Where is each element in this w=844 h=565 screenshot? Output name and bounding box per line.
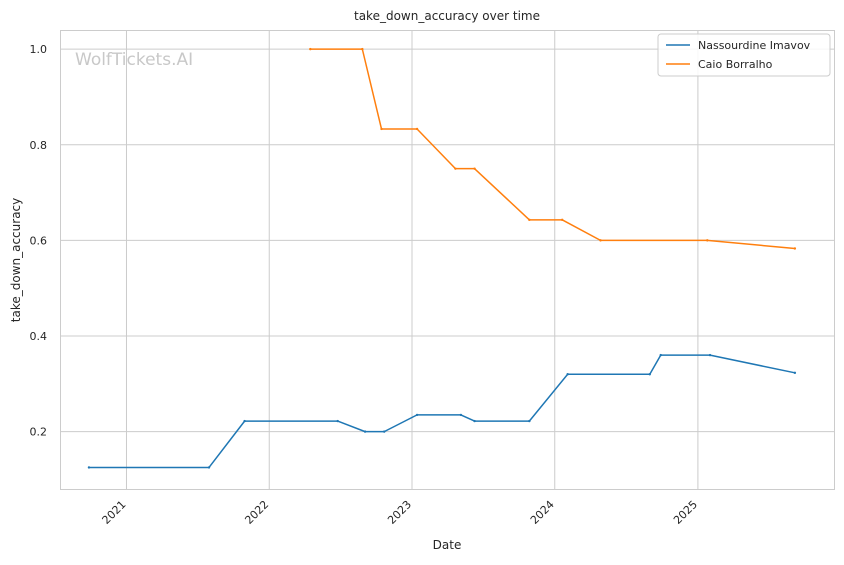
y-axis-label: take_down_accuracy (9, 198, 23, 322)
data-point-nassourdine-imavov (459, 413, 463, 417)
data-point-nassourdine-imavov (708, 353, 712, 357)
data-point-caio-borralho (361, 47, 364, 51)
data-point-caio-borralho (309, 47, 312, 51)
y-tick-label: 0.2 (30, 426, 48, 439)
data-point-caio-borralho (560, 218, 564, 222)
data-point-nassourdine-imavov (415, 413, 419, 417)
data-point-nassourdine-imavov (383, 430, 386, 433)
x-tick-label: 2025 (671, 498, 700, 527)
legend-label-caio-borralho: Caio Borralho (698, 58, 773, 71)
data-point-nassourdine-imavov (207, 466, 211, 469)
data-point-nassourdine-imavov (566, 373, 569, 376)
data-point-nassourdine-imavov (648, 373, 651, 376)
data-point-nassourdine-imavov (87, 466, 91, 469)
watermark: WolfTickets.AI (75, 50, 193, 70)
y-tick-label: 0.4 (30, 330, 48, 343)
x-axis-label: Date (433, 538, 462, 552)
data-point-nassourdine-imavov (363, 430, 367, 433)
y-tick-label: 0.8 (30, 139, 48, 152)
x-tick-label: 2022 (242, 498, 271, 527)
y-tick-label: 0.6 (30, 234, 48, 247)
data-point-caio-borralho (599, 239, 602, 242)
data-point-caio-borralho (380, 127, 383, 131)
data-point-nassourdine-imavov (793, 371, 797, 375)
series-layer (87, 47, 797, 469)
y-tick-label: 1.0 (30, 43, 48, 56)
tick-labels: 2021 2022 2023 2024 2025 0.2 0.4 0.6 0.8 1.0 (30, 43, 701, 527)
data-point-nassourdine-imavov (336, 419, 339, 423)
data-point-caio-borralho (793, 247, 797, 250)
plot-frame (60, 30, 835, 490)
x-tick-label: 2023 (385, 498, 414, 527)
data-point-nassourdine-imavov (243, 419, 246, 423)
data-point-nassourdine-imavov (528, 419, 531, 423)
series-line-caio-borralho (310, 48, 795, 250)
grid (60, 30, 834, 489)
data-point-caio-borralho (706, 239, 709, 242)
legend-box (657, 33, 831, 77)
data-point-caio-borralho (454, 167, 457, 170)
series-line-nassourdine-imavov (88, 354, 796, 469)
x-tick-label: 2021 (100, 498, 129, 527)
x-tick-label: 2024 (528, 498, 557, 527)
chart-title: take_down_accuracy over time (354, 9, 540, 23)
data-point-caio-borralho (473, 167, 476, 170)
data-point-nassourdine-imavov (659, 353, 662, 357)
legend: Nassourdine Imavov Caio Borralho (657, 33, 831, 77)
data-point-nassourdine-imavov (473, 419, 476, 423)
legend-label-nassourdine-imavov: Nassourdine Imavov (698, 39, 811, 52)
data-point-caio-borralho (528, 218, 531, 222)
data-point-caio-borralho (415, 127, 419, 131)
